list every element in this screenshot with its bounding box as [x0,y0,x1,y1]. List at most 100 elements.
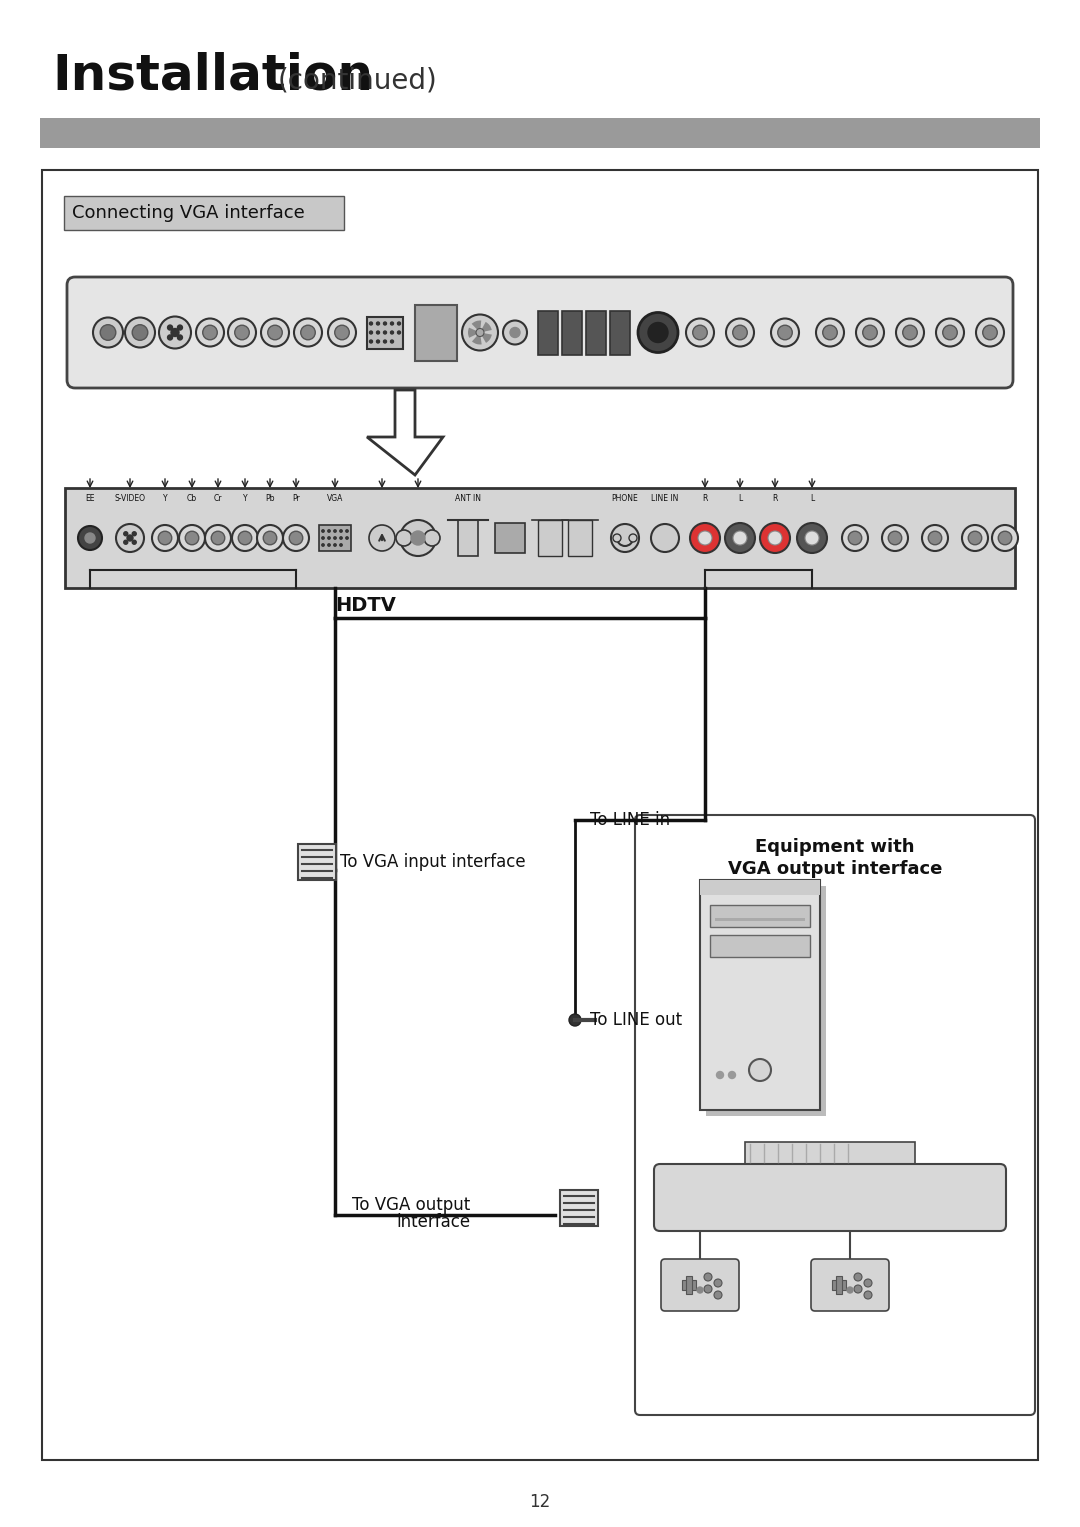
Circle shape [697,1287,703,1293]
Circle shape [383,331,387,334]
Text: Pr: Pr [292,495,300,502]
Circle shape [300,325,315,341]
Circle shape [726,319,754,347]
Text: Cr: Cr [214,495,222,502]
Text: To VGA input interface: To VGA input interface [340,854,526,870]
Circle shape [714,1290,723,1299]
Circle shape [268,325,282,341]
Circle shape [397,331,401,334]
Circle shape [346,538,348,539]
Text: Connecting VGA interface: Connecting VGA interface [72,205,305,221]
Circle shape [334,530,336,533]
Bar [568,521,592,556]
Circle shape [85,533,95,544]
Text: S-VIDEO: S-VIDEO [114,495,146,502]
Circle shape [340,544,342,547]
Circle shape [503,321,527,345]
Circle shape [768,531,782,545]
Circle shape [962,525,988,551]
Circle shape [232,525,258,551]
Text: To LINE in: To LINE in [590,811,670,829]
Text: Equipment with: Equipment with [755,838,915,857]
Circle shape [377,331,379,334]
Circle shape [383,322,387,325]
Circle shape [823,325,837,341]
Circle shape [124,531,127,536]
Circle shape [424,530,440,547]
Circle shape [383,341,387,344]
Circle shape [328,530,330,533]
FancyBboxPatch shape [811,1258,889,1312]
Bar [686,1277,692,1293]
Circle shape [462,315,498,351]
Text: L: L [810,495,814,502]
Bar [836,1277,842,1293]
Circle shape [882,525,908,551]
Bar [710,935,810,957]
Circle shape [797,524,827,553]
Circle shape [78,525,102,550]
Circle shape [212,531,225,545]
Circle shape [816,319,843,347]
Circle shape [328,319,356,347]
Circle shape [391,322,393,325]
Circle shape [750,1060,771,1081]
Circle shape [856,319,885,347]
Circle shape [864,1290,872,1299]
Text: ANT IN: ANT IN [455,495,481,502]
Circle shape [159,531,172,545]
Circle shape [334,544,336,547]
Circle shape [203,325,217,341]
Bar [610,310,630,354]
Polygon shape [367,389,443,475]
Bar [700,880,820,1110]
Circle shape [377,341,379,344]
Circle shape [854,1274,862,1281]
Text: 12: 12 [529,1493,551,1512]
Circle shape [205,525,231,551]
Circle shape [983,325,997,341]
Circle shape [167,334,173,341]
Bar [40,118,1040,148]
Circle shape [239,531,252,545]
Bar [65,489,1015,588]
Circle shape [922,525,948,551]
Circle shape [729,1072,735,1078]
Circle shape [842,525,868,551]
Circle shape [716,1072,724,1078]
Circle shape [760,524,789,553]
Circle shape [152,525,178,551]
Circle shape [733,531,747,545]
Bar [561,1190,598,1226]
Text: Installation: Installation [52,50,373,99]
Circle shape [903,325,917,341]
Wedge shape [472,333,482,345]
Circle shape [179,525,205,551]
Circle shape [864,1280,872,1287]
Circle shape [159,316,191,348]
Circle shape [943,325,957,341]
Circle shape [377,322,379,325]
Circle shape [686,319,714,347]
Circle shape [346,530,348,533]
Circle shape [132,531,136,536]
Circle shape [725,524,755,553]
Text: EE: EE [85,495,95,502]
Bar [586,310,606,354]
Circle shape [369,525,395,551]
Circle shape [629,534,637,542]
Bar [298,844,336,880]
Circle shape [698,531,712,545]
Text: VGA: VGA [327,495,343,502]
Circle shape [186,531,199,545]
Circle shape [167,325,173,330]
Bar [458,521,478,556]
Bar [319,525,351,551]
Circle shape [854,1286,862,1293]
Circle shape [334,538,336,539]
Circle shape [510,327,519,337]
Circle shape [778,325,793,341]
Circle shape [195,319,224,347]
Circle shape [771,319,799,347]
Circle shape [116,524,144,551]
